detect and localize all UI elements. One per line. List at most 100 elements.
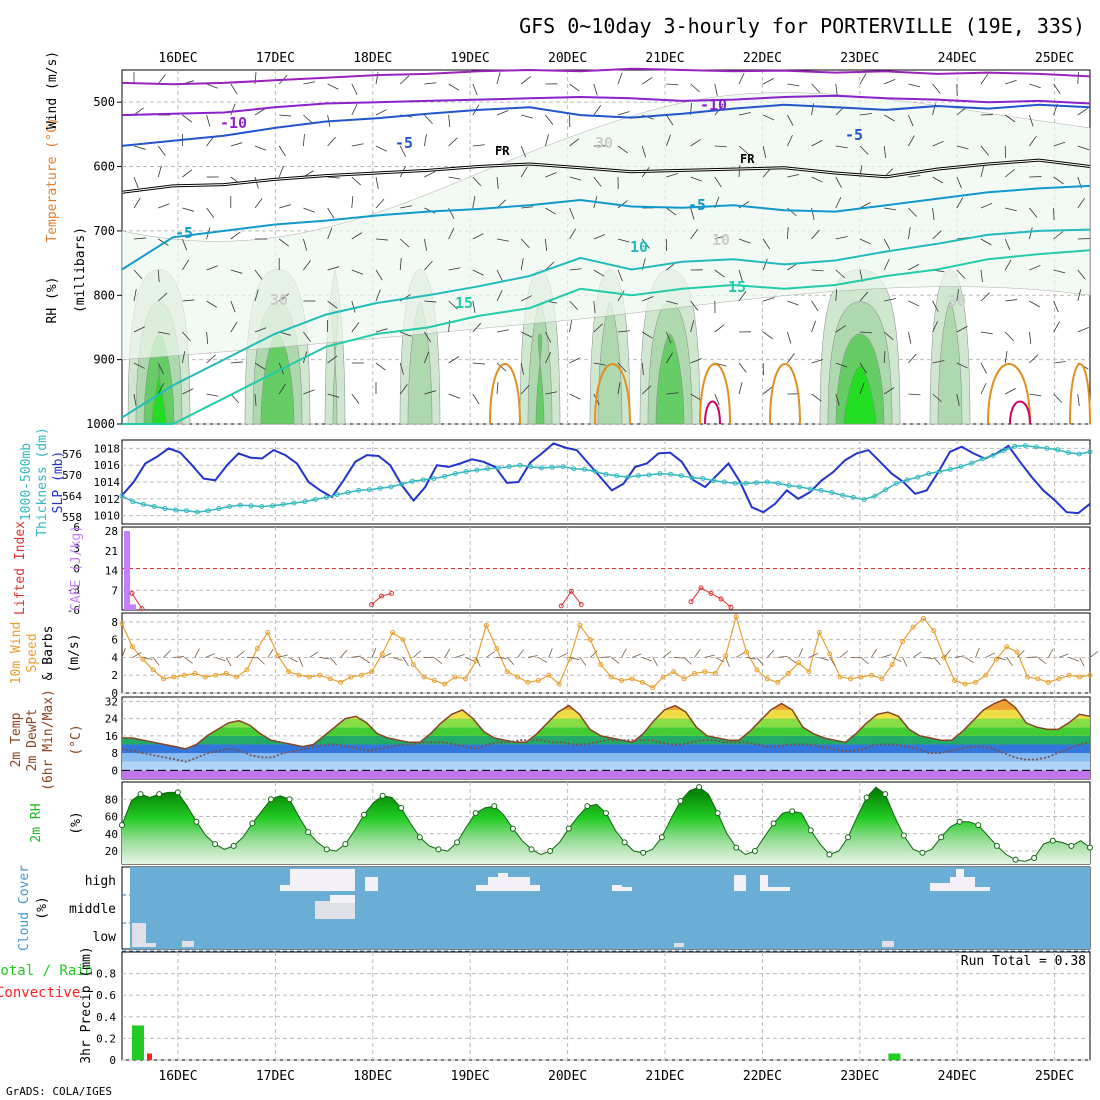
wind-barb <box>496 145 508 153</box>
wind-barb <box>593 83 598 96</box>
date-label-top: 22DEC <box>743 51 782 66</box>
li-point <box>139 606 145 612</box>
wind-barb <box>157 74 166 85</box>
thickness-point <box>1001 448 1007 453</box>
wind-barb <box>683 657 692 665</box>
wind-speed-point <box>150 667 156 673</box>
wind-barb <box>399 75 410 85</box>
wind-speed-point <box>920 615 926 621</box>
thickness-point <box>872 493 878 499</box>
li-tick-label: 6 <box>73 521 80 534</box>
wind-barb <box>182 114 193 123</box>
isotherm-label: 30 <box>270 291 288 309</box>
wind-barb <box>884 207 897 211</box>
wind-barb <box>448 300 458 310</box>
rh-point <box>1049 837 1056 844</box>
wind-barb <box>157 292 168 302</box>
precip-tick-label: 0.6 <box>96 989 116 1002</box>
wind-speed-point <box>754 667 760 673</box>
wind-barb <box>714 324 725 333</box>
isotherm-label: FR <box>740 152 755 166</box>
isotherm-line <box>1009 400 1031 425</box>
wind-barb <box>230 103 236 116</box>
wind-barb <box>133 326 145 333</box>
wind-barb <box>593 176 602 187</box>
wind-barb <box>738 382 743 395</box>
thickness-point <box>323 494 329 500</box>
wind-barb <box>472 196 476 209</box>
thickness-point <box>1076 451 1082 457</box>
wind-barb <box>956 176 962 189</box>
wind-barb <box>767 649 775 658</box>
wind-barb <box>133 362 145 369</box>
thickness-point <box>205 508 211 514</box>
thickness-point <box>904 477 910 483</box>
y-axis-label-rh: 2m RH (%) <box>29 803 84 842</box>
rh-shading <box>937 301 963 425</box>
wind-barb <box>298 657 304 667</box>
wind-barb <box>859 362 867 374</box>
wind-barb <box>236 650 245 658</box>
wind-barb <box>1029 393 1042 397</box>
rh-point <box>491 803 498 810</box>
wind-barb <box>1053 361 1066 364</box>
wind-barb <box>375 109 387 116</box>
wind-barb <box>303 207 315 213</box>
wind-barb <box>351 232 363 240</box>
li-line <box>560 590 582 607</box>
wind-barb <box>738 72 745 85</box>
wind-speed-point <box>973 679 979 685</box>
wind-barb <box>225 657 232 667</box>
wind-barb <box>303 260 311 271</box>
isotherm-line <box>594 363 631 425</box>
wind-barb <box>569 138 580 147</box>
isotherm-label: 10 <box>630 238 648 256</box>
thickness-point <box>194 509 200 515</box>
wind-barb <box>763 78 774 85</box>
wind-barb <box>964 657 974 663</box>
wind-barb <box>375 362 386 371</box>
rh-point <box>267 796 274 803</box>
wind-barb <box>327 207 335 219</box>
li-tick-label: -6 <box>67 604 80 617</box>
wind-barb <box>617 330 630 333</box>
rh-point <box>361 811 367 818</box>
thickness-point <box>883 487 889 493</box>
wind-speed-point <box>848 676 854 682</box>
wind-barb <box>835 83 838 96</box>
wind-barb <box>787 263 798 271</box>
wind-barb <box>956 107 967 116</box>
cloud-block <box>280 885 295 891</box>
thickness-point <box>141 501 147 507</box>
wind-barb <box>351 196 354 209</box>
wind-barb <box>1016 650 1025 658</box>
li-point <box>718 596 724 602</box>
wind-barb <box>424 260 433 271</box>
wind-speed-point <box>993 656 999 662</box>
thickness-point <box>1087 449 1093 455</box>
wind-barb <box>157 269 160 282</box>
wind-speed-point <box>619 678 625 684</box>
wind-barb <box>980 238 992 246</box>
thickness-point <box>420 477 426 483</box>
wind-barb <box>448 393 460 399</box>
isotherm-label: 30 <box>595 134 613 152</box>
wind-barb <box>666 114 674 126</box>
wind-speed-point <box>265 630 271 636</box>
wind-speed-point <box>327 676 333 682</box>
thickness-point <box>678 473 684 479</box>
wind-barb <box>182 238 188 251</box>
wind-barb <box>399 258 402 271</box>
wind-barb <box>230 83 238 95</box>
wind-barb <box>883 387 895 395</box>
wind-barb <box>569 207 575 220</box>
wind-speed-point <box>400 637 406 643</box>
wind-barb <box>1053 300 1059 313</box>
wind-barb <box>399 238 410 248</box>
wind-barb <box>230 361 243 364</box>
wind-barb <box>908 175 921 178</box>
wind-barb <box>254 327 267 333</box>
wind-speed-point <box>504 669 510 675</box>
rh-point <box>547 848 554 855</box>
wind-barb <box>303 134 305 147</box>
